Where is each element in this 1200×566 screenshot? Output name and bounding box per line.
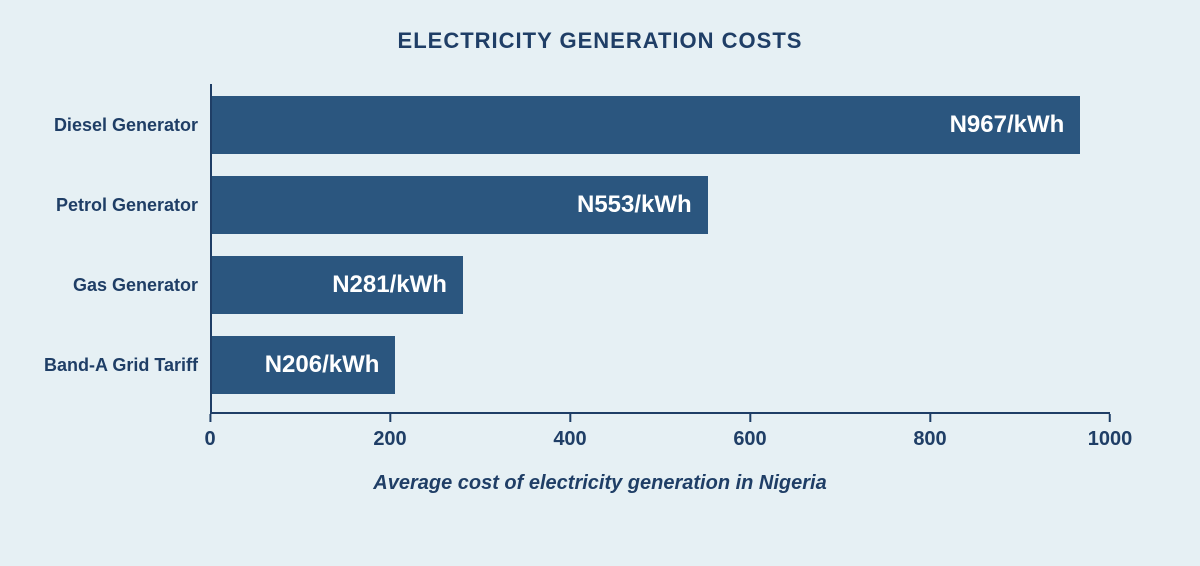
x-tick-label: 400 bbox=[553, 428, 586, 451]
bar-category-label: Petrol Generator bbox=[56, 195, 198, 216]
bars-region: Diesel Generator N967/kWh Petrol Generat… bbox=[210, 84, 1110, 414]
bar-value-label: N206/kWh bbox=[265, 351, 380, 379]
x-tick-mark bbox=[569, 414, 571, 422]
bar-value-label: N281/kWh bbox=[332, 271, 447, 299]
x-tick-label: 1000 bbox=[1088, 428, 1133, 451]
bar-category-label: Band-A Grid Tariff bbox=[44, 355, 198, 376]
x-tick: 200 bbox=[373, 414, 406, 451]
bar-rect: N553/kWh bbox=[210, 176, 708, 234]
bar-row: Band-A Grid Tariff N206/kWh bbox=[210, 336, 1110, 394]
chart-title: ELECTRICITY GENERATION COSTS bbox=[60, 28, 1140, 54]
bar-rect: N967/kWh bbox=[210, 96, 1080, 154]
y-axis-line bbox=[210, 84, 212, 414]
bar-category-label: Diesel Generator bbox=[54, 115, 198, 136]
x-tick-label: 800 bbox=[913, 428, 946, 451]
x-tick-mark bbox=[929, 414, 931, 422]
x-tick-label: 0 bbox=[204, 428, 215, 451]
bar-rect: N206/kWh bbox=[210, 336, 395, 394]
bar-row: Petrol Generator N553/kWh bbox=[210, 176, 1110, 234]
bar-value-label: N553/kWh bbox=[577, 191, 692, 219]
x-tick-label: 200 bbox=[373, 428, 406, 451]
x-tick-mark bbox=[1109, 414, 1111, 422]
x-tick-label: 600 bbox=[733, 428, 766, 451]
bar-category-label: Gas Generator bbox=[73, 275, 198, 296]
x-tick: 800 bbox=[913, 414, 946, 451]
x-tick-mark bbox=[209, 414, 211, 422]
x-tick: 1000 bbox=[1088, 414, 1133, 451]
chart-container: ELECTRICITY GENERATION COSTS Diesel Gene… bbox=[0, 0, 1200, 566]
bar-rect: N281/kWh bbox=[210, 256, 463, 314]
bar-row: Diesel Generator N967/kWh bbox=[210, 96, 1110, 154]
x-tick-mark bbox=[749, 414, 751, 422]
x-tick-mark bbox=[389, 414, 391, 422]
bar-row: Gas Generator N281/kWh bbox=[210, 256, 1110, 314]
x-tick: 600 bbox=[733, 414, 766, 451]
plot-area: Diesel Generator N967/kWh Petrol Generat… bbox=[210, 84, 1110, 464]
x-tick: 0 bbox=[204, 414, 215, 451]
bar-value-label: N967/kWh bbox=[950, 111, 1065, 139]
x-tick: 400 bbox=[553, 414, 586, 451]
x-axis-ticks: 0 200 400 600 800 1000 bbox=[210, 414, 1110, 464]
chart-caption: Average cost of electricity generation i… bbox=[60, 472, 1140, 495]
